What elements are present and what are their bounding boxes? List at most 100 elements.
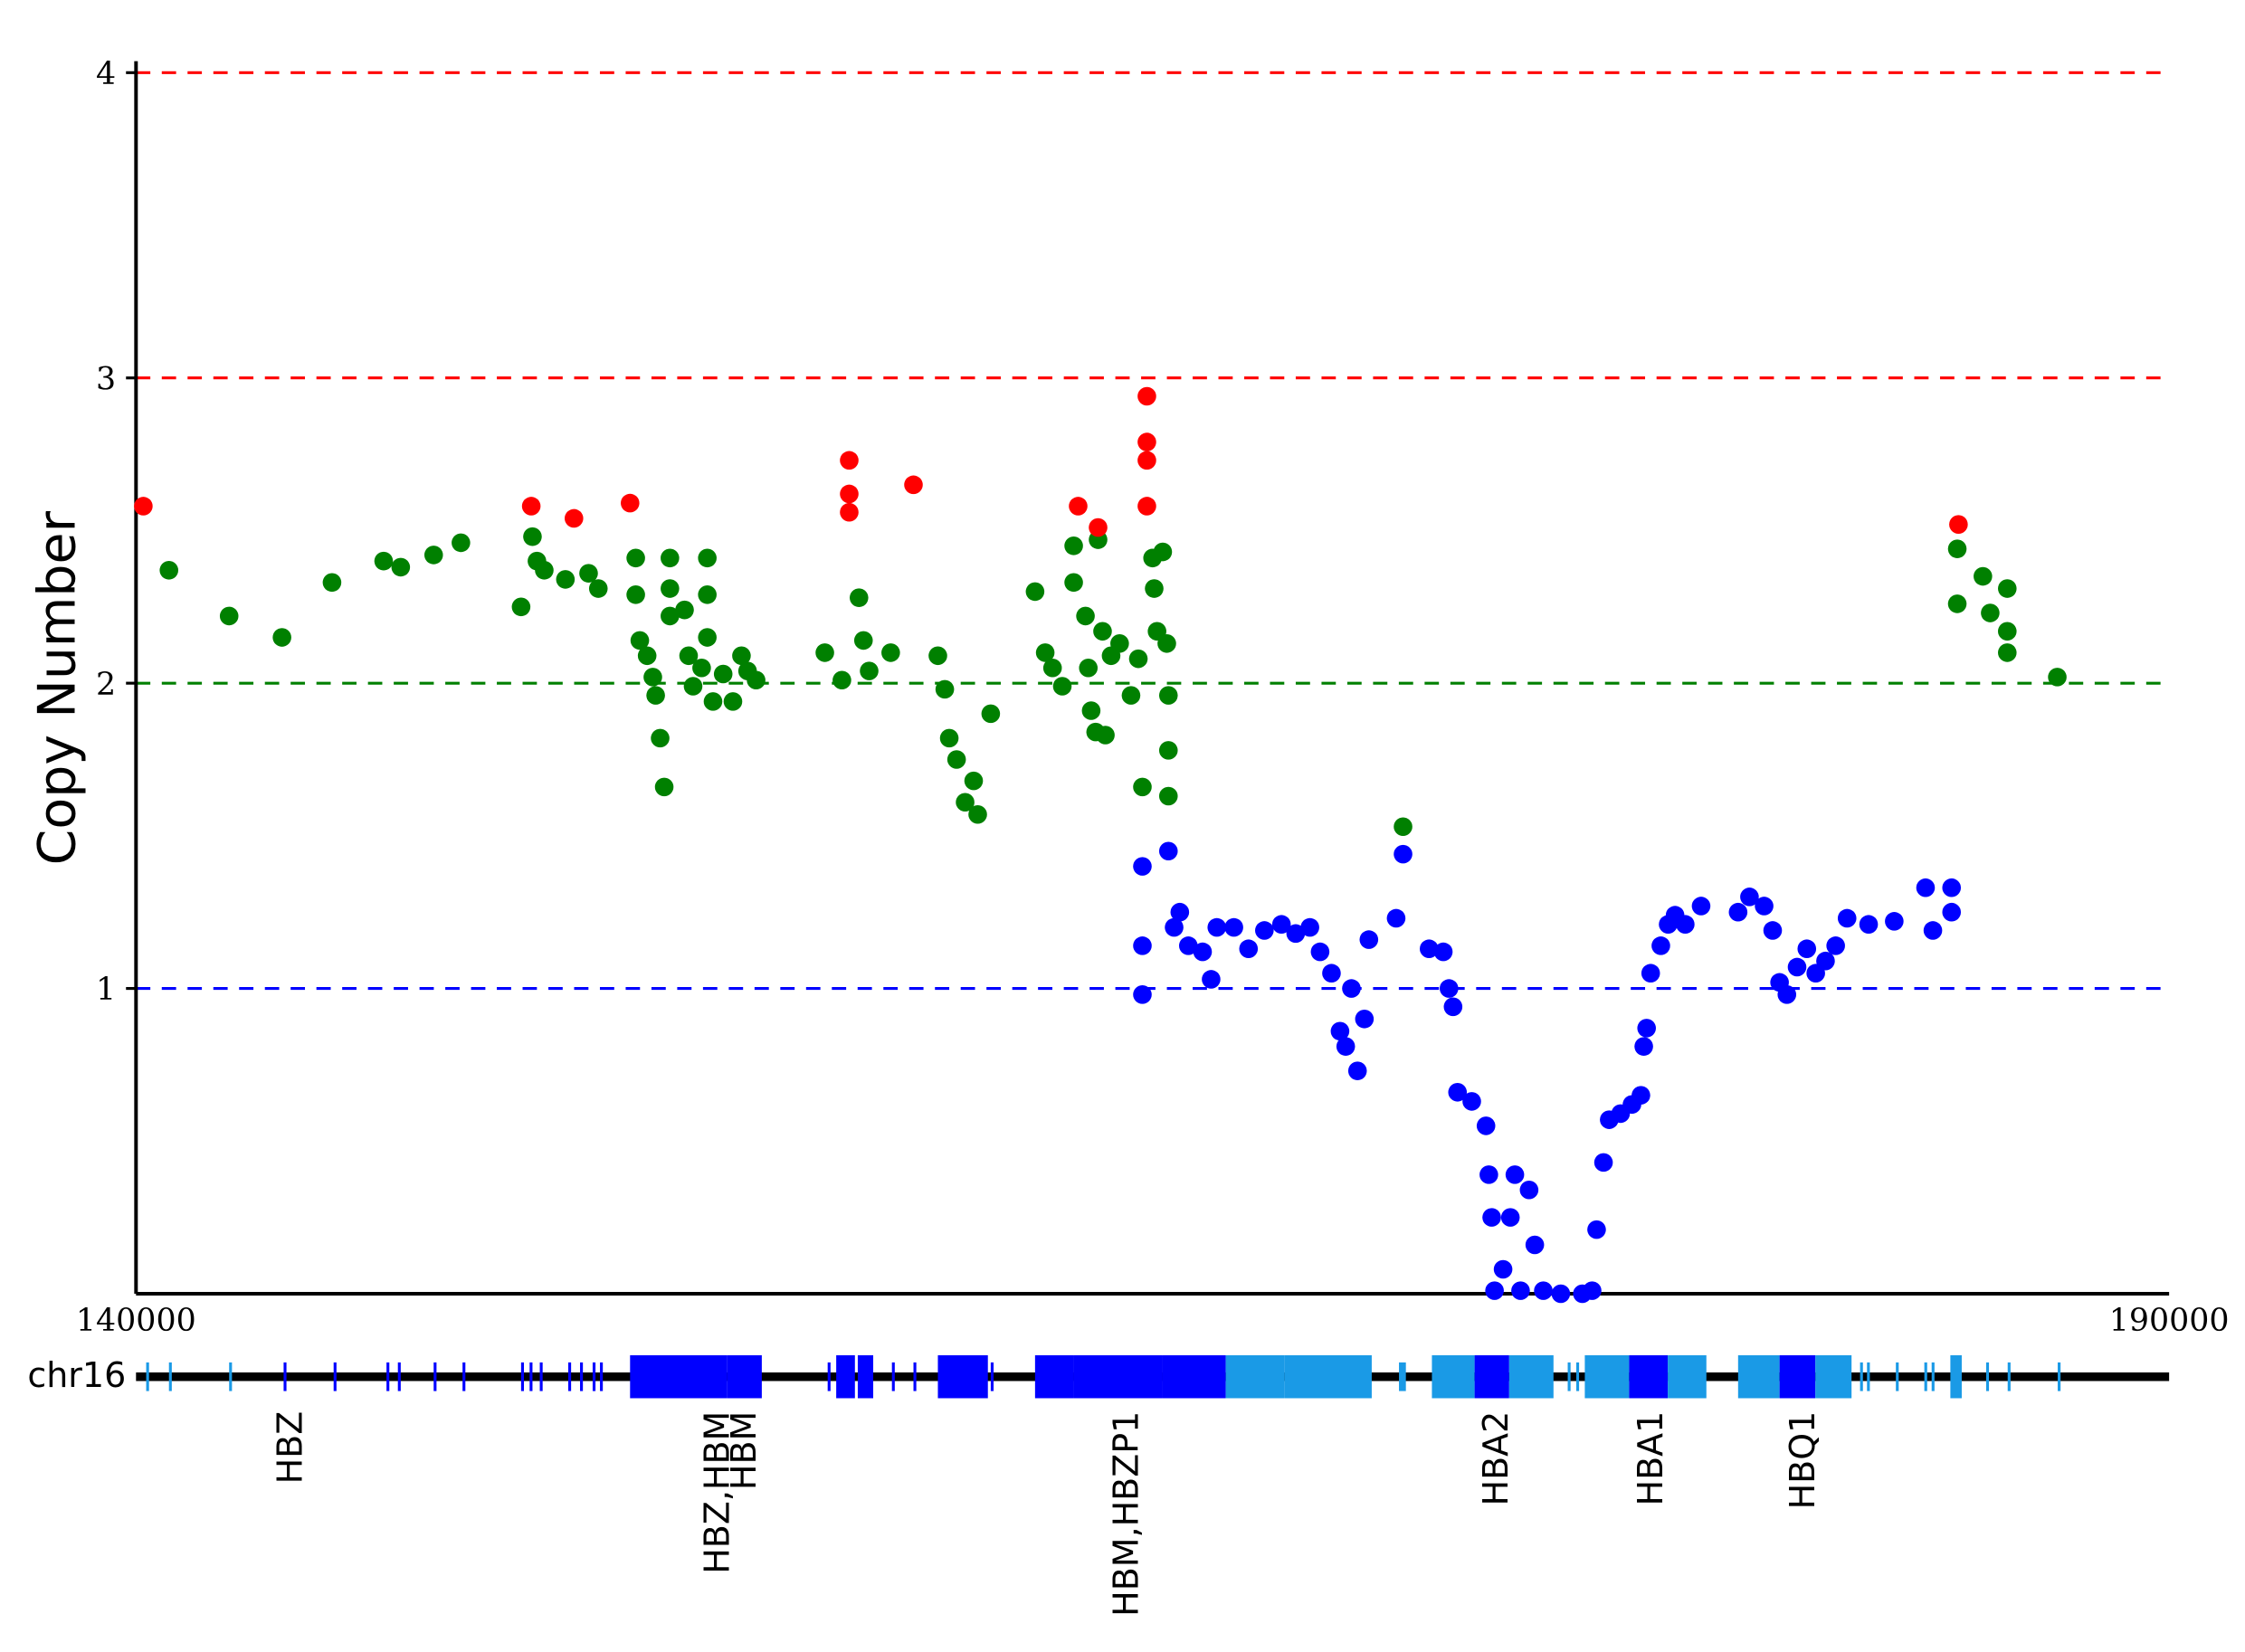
- data-point: [159, 561, 178, 580]
- data-point: [850, 588, 869, 607]
- data-point: [1133, 857, 1152, 876]
- data-point: [621, 493, 640, 513]
- data-point: [1443, 997, 1463, 1017]
- gene-feature: [1162, 1355, 1226, 1399]
- data-point: [661, 579, 680, 598]
- data-point: [1081, 701, 1101, 720]
- data-point: [1359, 930, 1379, 949]
- data-point: [956, 793, 975, 812]
- gene-feature: [1950, 1355, 1962, 1399]
- data-point: [1787, 957, 1807, 977]
- data-point: [391, 557, 411, 577]
- data-point: [556, 570, 576, 589]
- data-point: [1755, 897, 1774, 916]
- data-point: [1193, 942, 1213, 962]
- data-point: [939, 728, 959, 748]
- gene-feature: [1779, 1355, 1816, 1399]
- data-point: [1355, 1010, 1375, 1029]
- data-point: [713, 664, 733, 684]
- gene-feature: [283, 1362, 287, 1391]
- data-point: [1637, 1019, 1656, 1038]
- data-point: [1224, 917, 1243, 937]
- gene-feature: [1073, 1355, 1163, 1399]
- gene-feature: [229, 1362, 233, 1391]
- data-point: [703, 692, 723, 711]
- gene-feature: [539, 1362, 543, 1391]
- data-point: [1133, 985, 1152, 1004]
- gene-feature: [462, 1362, 466, 1391]
- data-point: [523, 527, 542, 546]
- data-point: [637, 646, 657, 666]
- gene-feature: [146, 1362, 149, 1391]
- data-point: [1631, 1086, 1650, 1105]
- x-tick-label: 190000: [2109, 1303, 2230, 1339]
- data-point: [511, 597, 531, 617]
- data-point: [1137, 432, 1156, 451]
- data-point: [374, 551, 394, 571]
- data-point: [1837, 908, 1857, 928]
- gene-feature: [1584, 1355, 1630, 1399]
- data-point: [881, 643, 900, 662]
- gene-feature: [836, 1355, 855, 1399]
- data-point: [1137, 497, 1156, 516]
- data-point: [1096, 726, 1115, 745]
- gene-feature: [600, 1362, 604, 1391]
- gene-feature: [333, 1362, 337, 1391]
- gene-label: HBM: [724, 1411, 764, 1490]
- gene-feature: [1474, 1355, 1509, 1399]
- data-point: [1207, 917, 1227, 937]
- data-point: [1079, 658, 1099, 678]
- gene-feature: [1034, 1355, 1074, 1399]
- data-point: [1158, 786, 1178, 806]
- gene-feature: [529, 1362, 533, 1391]
- data-point: [1448, 1083, 1468, 1102]
- data-point: [840, 451, 859, 470]
- data-point: [1178, 936, 1198, 955]
- data-point: [1347, 1061, 1367, 1080]
- data-point: [1093, 622, 1112, 641]
- data-point: [1641, 964, 1660, 983]
- data-point: [679, 646, 699, 666]
- data-point: [1133, 936, 1152, 955]
- data-point: [579, 564, 598, 583]
- data-point: [1634, 1037, 1653, 1056]
- data-point: [1998, 622, 2017, 641]
- data-point: [1064, 536, 1083, 555]
- data-point: [1025, 582, 1045, 602]
- gene-feature: [1737, 1355, 1780, 1399]
- gene-feature: [1867, 1362, 1870, 1391]
- gene-label: HBQ1: [1783, 1411, 1822, 1510]
- data-point: [1974, 566, 1993, 586]
- y-tick-label: 2: [96, 667, 116, 703]
- gene-feature: [1924, 1362, 1927, 1391]
- gene-feature: [1284, 1355, 1372, 1399]
- y-tick-label: 4: [96, 56, 116, 92]
- gene-label: HBA1: [1631, 1411, 1670, 1506]
- data-point: [675, 600, 694, 620]
- data-point: [1998, 579, 2017, 598]
- gene-label: HBZ: [271, 1411, 310, 1485]
- data-point: [1676, 915, 1695, 934]
- data-point: [272, 628, 291, 647]
- gene-feature: [1931, 1362, 1935, 1391]
- y-tick-label: 3: [96, 361, 116, 397]
- data-point: [1336, 1037, 1356, 1056]
- data-point: [1310, 942, 1330, 962]
- data-point: [1859, 915, 1879, 934]
- data-point: [1691, 897, 1711, 916]
- data-point: [1981, 603, 2000, 622]
- gene-feature: [168, 1362, 172, 1391]
- data-point: [1493, 1259, 1513, 1279]
- gene-feature: [1860, 1362, 1863, 1391]
- data-point: [1947, 539, 1967, 558]
- data-point: [1440, 979, 1459, 998]
- data-point: [1286, 924, 1306, 944]
- data-point: [1476, 1116, 1496, 1135]
- data-point: [840, 484, 859, 504]
- chromosome-label: chr16: [27, 1355, 126, 1395]
- gene-feature: [2007, 1362, 2011, 1391]
- data-point: [1777, 985, 1797, 1004]
- data-point: [968, 804, 987, 824]
- data-point: [1485, 1281, 1504, 1300]
- data-point: [1942, 878, 1962, 897]
